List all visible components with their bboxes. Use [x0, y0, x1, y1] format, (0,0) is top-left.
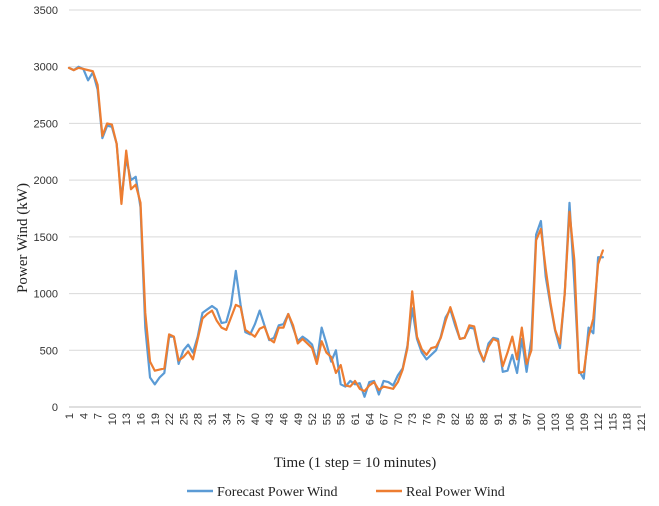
x-axis-ticks: 1 4 7 10 13 16 19 22 25 28 31 34 37 40 43 46 49 52 55 58 61 6…	[64, 413, 648, 431]
series-group	[67, 65, 604, 398]
x-tick-label: 94	[507, 413, 519, 425]
x-tick-label: 85	[464, 413, 476, 425]
x-tick-label: 97	[522, 413, 534, 425]
y-tick-label: 1500	[34, 232, 58, 244]
series-line-forecast	[67, 65, 604, 398]
x-tick-label: 82	[450, 413, 462, 425]
y-axis-ticks: 0 500 1000 1500 2000 2500 3000 3500	[34, 5, 58, 414]
x-tick-label: 106	[565, 413, 577, 431]
x-tick-label: 55	[321, 413, 333, 425]
x-tick-label: 37	[236, 413, 248, 425]
y-tick-label: 1000	[34, 289, 58, 301]
legend: Forecast Power Wind Real Power Wind	[187, 485, 505, 500]
x-tick-label: 103	[550, 413, 562, 431]
x-tick-label: 58	[336, 413, 348, 425]
x-tick-label: 22	[164, 413, 176, 425]
x-tick-label: 79	[436, 413, 448, 425]
gridlines	[69, 9, 641, 351]
x-tick-label: 19	[150, 413, 162, 425]
x-tick-label: 52	[307, 413, 319, 425]
x-tick-label: 28	[193, 413, 205, 425]
y-tick-label: 500	[40, 345, 58, 357]
x-tick-label: 4	[78, 413, 90, 419]
x-tick-label: 115	[607, 413, 619, 431]
y-tick-label: 3000	[34, 62, 58, 74]
legend-label-forecast: Forecast Power Wind	[217, 485, 338, 500]
y-axis-title: Power Wind (kW)	[15, 183, 31, 293]
x-tick-label: 16	[136, 413, 148, 425]
x-tick-label: 109	[579, 413, 591, 431]
x-tick-label: 112	[593, 413, 605, 431]
x-tick-label: 43	[264, 413, 276, 425]
x-tick-label: 25	[178, 413, 190, 425]
y-tick-label: 3500	[34, 5, 58, 17]
x-tick-label: 67	[379, 413, 391, 425]
x-tick-label: 76	[422, 413, 434, 425]
x-tick-label: 91	[493, 413, 505, 425]
x-tick-label: 70	[393, 413, 405, 425]
x-tick-label: 46	[279, 413, 291, 425]
x-tick-label: 64	[364, 413, 376, 425]
x-tick-label: 100	[536, 413, 548, 431]
series-line-real	[67, 66, 604, 393]
x-tick-label: 118	[622, 413, 634, 431]
x-tick-label: 13	[121, 413, 133, 425]
x-tick-label: 40	[250, 413, 262, 425]
x-tick-label: 49	[293, 413, 305, 425]
x-tick-label: 73	[407, 413, 419, 425]
x-tick-label: 7	[93, 413, 105, 419]
x-tick-label: 31	[207, 413, 219, 425]
x-tick-label: 61	[350, 413, 362, 425]
y-tick-label: 2500	[34, 118, 58, 130]
x-tick-label: 88	[479, 413, 491, 425]
x-axis-title: Time (1 step = 10 minutes)	[274, 455, 437, 471]
x-tick-label: 121	[636, 413, 648, 431]
y-tick-label: 2000	[34, 175, 58, 187]
x-tick-label: 34	[221, 413, 233, 425]
legend-label-real: Real Power Wind	[406, 485, 505, 500]
y-tick-label: 0	[52, 402, 58, 414]
x-tick-label: 10	[107, 413, 119, 425]
x-tick-label: 1	[64, 413, 76, 419]
